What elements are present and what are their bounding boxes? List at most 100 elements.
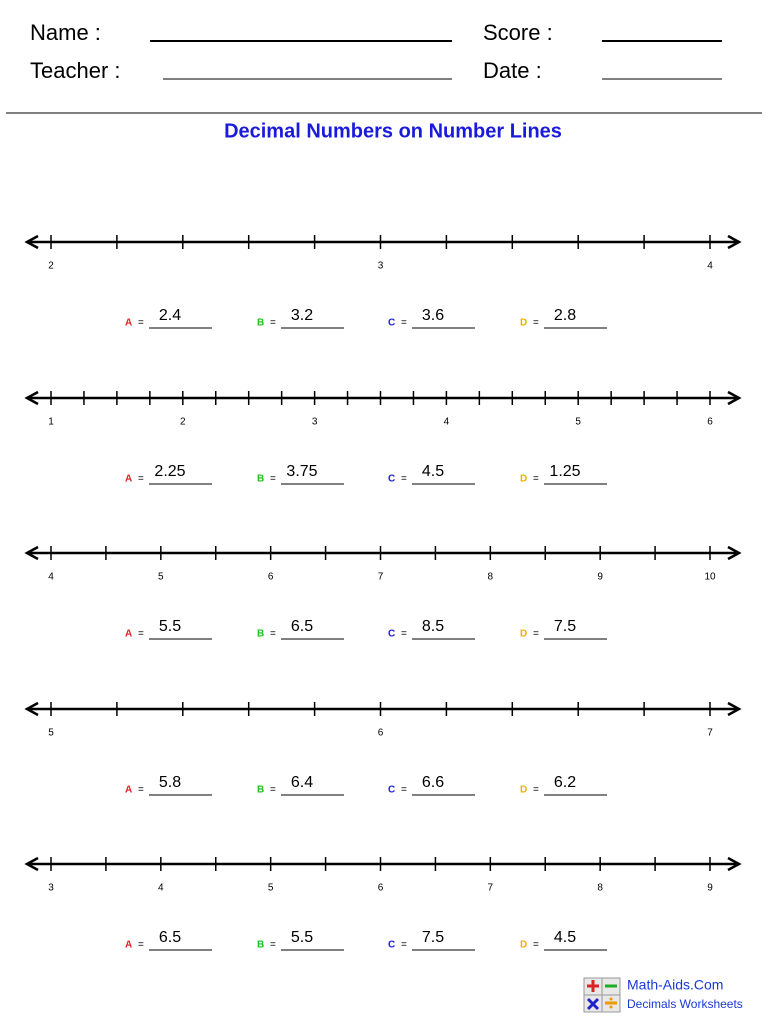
tick-label: 1 [48,417,54,428]
title: Decimal Numbers on Number Lines [224,120,562,142]
answer-letter: C [388,318,395,329]
answer-letter: C [388,629,395,640]
answer-letter: B [257,785,264,796]
answer-letter: D [520,318,527,329]
answer-value: 6.5 [159,929,181,946]
tick-label: 9 [597,572,603,583]
answer-value: 1.25 [549,463,580,480]
name-label: Name : [30,20,101,45]
arrow-right [727,545,742,561]
answer-sign: = [138,940,144,951]
tick-label: 3 [378,261,384,272]
tick-label: 5 [268,883,274,894]
answer-value: 5.5 [291,929,313,946]
answer-sign: = [270,629,276,640]
answer-sign: = [533,474,539,485]
footer-site: Math-Aids.Com [627,977,723,993]
answer-letter: D [520,629,527,640]
tick-label: 3 [48,883,54,894]
footer-subtitle: Decimals Worksheets [627,997,743,1011]
tick-label: 7 [488,883,494,894]
answer-sign: = [401,785,407,796]
answer-letter: A [125,629,132,640]
answer-value: 4.5 [554,929,576,946]
answer-sign: = [270,785,276,796]
answer-sign: = [401,474,407,485]
arrow-left [24,545,39,561]
answer-value: 6.2 [554,774,576,791]
answer-value: 8.5 [422,618,444,635]
answer-value: 5.5 [159,618,181,635]
score-label: Score : [483,20,553,45]
answer-letter: C [388,785,395,796]
answer-sign: = [401,318,407,329]
tick-label: 10 [704,572,716,583]
answer-sign: = [533,785,539,796]
answer-letter: B [257,629,264,640]
answer-sign: = [401,629,407,640]
answer-sign: = [533,318,539,329]
answer-letter: D [520,940,527,951]
answer-value: 3.6 [422,307,444,324]
tick-label: 2 [48,261,54,272]
answer-sign: = [533,629,539,640]
tick-label: 7 [378,572,384,583]
answer-sign: = [533,940,539,951]
tick-label: 5 [158,572,164,583]
arrow-left [24,856,39,872]
tick-label: 4 [158,883,164,894]
answer-letter: C [388,940,395,951]
arrow-left [24,234,39,250]
answer-value: 2.8 [554,307,576,324]
tick-label: 4 [48,572,54,583]
tick-label: 2 [180,417,186,428]
answer-value: 3.2 [291,307,313,324]
teacher-label: Teacher : [30,58,121,83]
answer-letter: A [125,785,132,796]
answer-sign: = [270,318,276,329]
answer-value: 6.4 [291,774,313,791]
answer-value: 6.5 [291,618,313,635]
answer-letter: A [125,318,132,329]
tick-label: 5 [575,417,581,428]
answer-value: 2.25 [154,463,185,480]
tick-label: 8 [488,572,494,583]
tick-label: 7 [707,728,713,739]
tick-label: 6 [378,883,384,894]
logo-icon [583,977,621,1013]
tick-label: 6 [268,572,274,583]
tick-label: 4 [707,261,713,272]
answer-value: 5.8 [159,774,181,791]
answer-letter: B [257,940,264,951]
arrow-right [727,234,742,250]
answer-letter: D [520,785,527,796]
answer-value: 6.6 [422,774,444,791]
answer-letter: B [257,474,264,485]
tick-label: 5 [48,728,54,739]
arrow-left [24,701,39,717]
tick-label: 8 [597,883,603,894]
answer-value: 4.5 [422,463,444,480]
answer-letter: B [257,318,264,329]
answer-letter: A [125,940,132,951]
arrow-right [727,390,742,406]
answer-sign: = [270,474,276,485]
answer-sign: = [270,940,276,951]
answer-sign: = [138,318,144,329]
arrow-left [24,390,39,406]
arrow-right [727,701,742,717]
tick-label: 6 [707,417,713,428]
answer-letter: C [388,474,395,485]
answer-sign: = [401,940,407,951]
tick-label: 3 [312,417,318,428]
answer-value: 3.75 [286,463,317,480]
tick-label: 4 [444,417,450,428]
date-label: Date : [483,58,542,83]
answer-sign: = [138,474,144,485]
tick-label: 6 [378,728,384,739]
answer-sign: = [138,629,144,640]
answer-value: 7.5 [422,929,444,946]
arrow-right [727,856,742,872]
